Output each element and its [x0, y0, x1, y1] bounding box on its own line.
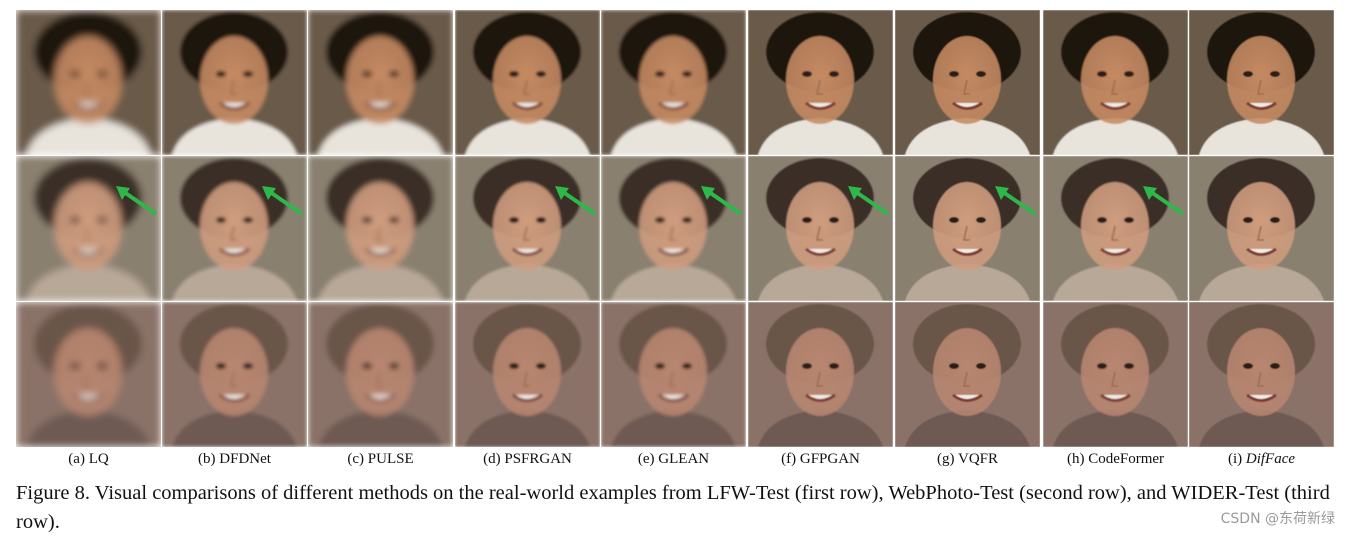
face-image-3-pulse: [308, 302, 453, 447]
subfigure-label-d: (d) PSFRGAN: [483, 451, 572, 467]
face-image-1-difface: [1189, 10, 1334, 155]
face-image-3-gfpgan: [748, 302, 893, 447]
highlight-arrow-icon: [995, 186, 1037, 216]
subfigure-label-f: (f) GFPGAN: [781, 451, 860, 467]
face-image-2-gfpgan: [748, 156, 893, 301]
subfigure-label-e: (e) GLEAN: [637, 451, 710, 467]
face-image-3-codeformer: [1043, 302, 1188, 447]
face-image-2-difface: [1189, 156, 1334, 301]
face-image-3-glean: [601, 302, 746, 447]
face-image-2-pulse: [308, 156, 453, 301]
watermark-text: CSDN @东荷新绿: [1220, 511, 1335, 527]
face-image-1-codeformer: [1043, 10, 1188, 155]
face-image-1-gfpgan: [748, 10, 893, 155]
highlight-arrow-icon: [1143, 186, 1185, 216]
face-image-1-psfrgan: [455, 10, 600, 155]
face-image-1-glean: [601, 10, 746, 155]
highlight-arrow-icon: [555, 186, 597, 216]
figure-image-grid: [16, 10, 1334, 447]
face-image-2-glean: [601, 156, 746, 301]
highlight-arrow-icon: [848, 186, 890, 216]
highlight-arrow-icon: [116, 186, 158, 216]
face-image-2-lq: [16, 156, 161, 301]
subfigure-label-b: (b) DFDNet: [198, 451, 271, 467]
face-image-1-lq: [16, 10, 161, 155]
face-image-3-dfdnet: [162, 302, 307, 447]
face-image-2-psfrgan: [455, 156, 600, 301]
face-image-2-codeformer: [1043, 156, 1188, 301]
highlight-arrow-icon: [262, 186, 304, 216]
subfigure-label-h: (h) CodeFormer: [1066, 451, 1165, 467]
figure-caption: Figure 8. Visual comparisons of differen…: [16, 482, 1330, 533]
subfigure-label-i: (i) DifFace: [1227, 451, 1296, 467]
face-image-3-lq: [16, 302, 161, 447]
face-image-3-difface: [1189, 302, 1334, 447]
subfigure-label-c: (c) PULSE: [347, 451, 414, 467]
face-image-1-vqfr: [895, 10, 1040, 155]
face-image-3-vqfr: [895, 302, 1040, 447]
face-image-1-pulse: [308, 10, 453, 155]
highlight-arrow-icon: [701, 186, 743, 216]
subfigure-label-a: (a) LQ: [68, 451, 109, 467]
subfigure-label-g: (g) VQFR: [937, 451, 998, 467]
face-image-2-dfdnet: [162, 156, 307, 301]
face-image-2-vqfr: [895, 156, 1040, 301]
face-image-3-psfrgan: [455, 302, 600, 447]
face-image-1-dfdnet: [162, 10, 307, 155]
